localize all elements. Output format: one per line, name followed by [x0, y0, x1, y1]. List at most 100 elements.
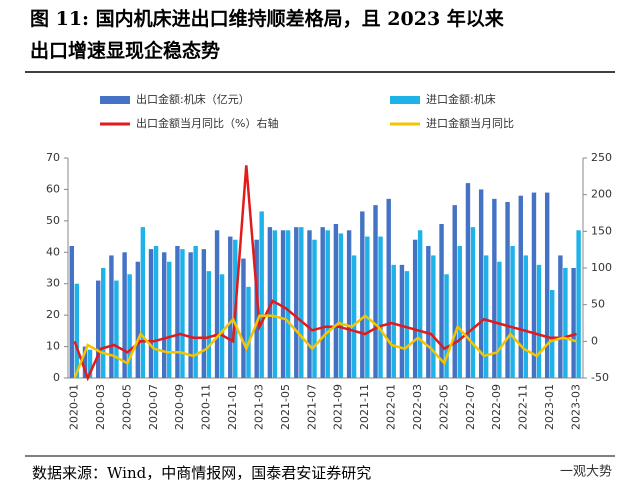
bar — [549, 290, 555, 378]
bar — [399, 264, 405, 378]
bar — [404, 271, 410, 378]
x-tick-label: 2021-07 — [305, 384, 318, 430]
bar — [201, 249, 207, 378]
bar — [518, 195, 523, 378]
bar — [180, 249, 185, 378]
x-tick-label: 2020-09 — [173, 384, 186, 430]
bar — [95, 280, 101, 378]
x-tick-label: 2021-05 — [279, 384, 292, 430]
source: 数据来源：Wind，中商情报网，国泰君安证券研究 — [32, 464, 371, 482]
bar — [259, 211, 264, 378]
bar — [571, 268, 576, 378]
y2-tick-label: 50 — [591, 298, 605, 311]
bar — [162, 252, 167, 378]
line — [73, 314, 577, 379]
bar — [214, 230, 220, 378]
x-tick-label: 2021-01 — [226, 384, 239, 430]
bar — [219, 274, 225, 378]
bar — [188, 252, 193, 378]
bar — [439, 224, 444, 378]
bar — [426, 246, 431, 378]
bar — [510, 246, 515, 378]
y-tick-label: 50 — [46, 214, 60, 227]
bar — [531, 192, 537, 378]
bar — [346, 230, 352, 378]
x-tick-label: 2022-11 — [517, 384, 530, 430]
x-tick-label: 2023-01 — [543, 384, 556, 430]
bar — [82, 346, 88, 378]
bar — [523, 255, 528, 378]
bar — [360, 211, 365, 378]
bar — [148, 249, 154, 378]
x-tick-label: 2022-07 — [464, 384, 477, 430]
bar — [299, 227, 304, 378]
bar — [563, 268, 568, 378]
bar — [338, 233, 344, 378]
bar — [452, 205, 457, 378]
bar — [483, 255, 489, 378]
chart-title: 出口增速显现企稳态势 — [30, 39, 220, 62]
bar — [167, 261, 172, 378]
y-tick-label: 10 — [46, 340, 60, 353]
bar — [333, 224, 339, 378]
bar — [307, 230, 312, 378]
bar — [544, 192, 550, 378]
bar — [386, 198, 391, 378]
bar — [457, 246, 462, 378]
bar — [558, 255, 563, 378]
x-tick-label: 2022-01 — [385, 384, 398, 430]
bar — [87, 349, 93, 378]
y2-tick-label: 100 — [591, 261, 612, 274]
x-tick-label: 2020-05 — [120, 384, 133, 430]
y-tick-label: 40 — [46, 245, 60, 258]
bar — [536, 264, 542, 378]
bar — [444, 274, 449, 378]
legend-label: 出口金额:机床（亿元） — [136, 92, 250, 106]
bar — [135, 261, 141, 378]
x-tick-label: 2022-05 — [437, 384, 450, 430]
bar — [74, 283, 80, 378]
bar — [505, 202, 510, 378]
bar — [391, 264, 396, 378]
legend-label: 进口金额当月同比 — [426, 116, 514, 130]
bar — [272, 230, 278, 378]
bar — [312, 239, 317, 378]
bar — [122, 252, 127, 378]
bar — [412, 239, 418, 378]
legend-label: 进口金额:机床 — [426, 92, 496, 106]
bar — [246, 286, 251, 378]
legend-label: 出口金额当月同比（%）右轴 — [136, 116, 278, 130]
y-tick-label: 0 — [53, 371, 60, 384]
bar — [478, 189, 484, 378]
y2-tick-label: -50 — [591, 371, 609, 384]
bar — [140, 227, 146, 378]
x-tick-label: 2021-03 — [252, 384, 265, 430]
y-tick-label: 60 — [46, 182, 60, 195]
y2-tick-label: 250 — [591, 151, 612, 164]
x-tick-label: 2021-09 — [332, 384, 345, 430]
y-tick-label: 30 — [46, 277, 60, 290]
bar — [101, 268, 106, 378]
x-tick-label: 2020-01 — [68, 384, 81, 430]
y-tick-label: 20 — [46, 308, 60, 321]
bar — [228, 236, 233, 378]
x-tick-label: 2022-03 — [411, 384, 424, 430]
y2-tick-label: 200 — [591, 188, 612, 201]
x-tick-label: 2020-03 — [94, 384, 107, 430]
x-tick-label: 2021-11 — [358, 384, 371, 430]
watermark: 一观大势 — [560, 464, 612, 480]
bar — [470, 227, 476, 378]
bar — [492, 198, 497, 378]
bar — [69, 246, 75, 378]
bar — [206, 271, 212, 378]
bar — [175, 246, 180, 378]
bar — [320, 227, 325, 378]
bar — [193, 246, 198, 378]
bar — [294, 227, 299, 378]
y-tick-label: 70 — [46, 151, 60, 164]
x-tick-label: 2022-09 — [490, 384, 503, 430]
x-tick-label: 2023-03 — [569, 384, 582, 430]
legend-swatch — [390, 96, 420, 104]
